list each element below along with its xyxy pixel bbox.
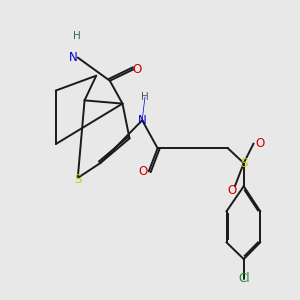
Text: O: O: [227, 184, 237, 197]
Text: N: N: [138, 114, 147, 127]
Text: S: S: [240, 157, 247, 169]
Text: O: O: [133, 63, 142, 76]
Text: N: N: [69, 51, 78, 64]
Text: S: S: [74, 173, 81, 186]
Text: Cl: Cl: [238, 272, 250, 285]
Text: H: H: [73, 31, 81, 41]
Text: O: O: [255, 137, 264, 150]
Text: O: O: [138, 165, 147, 178]
Text: H: H: [141, 92, 149, 102]
